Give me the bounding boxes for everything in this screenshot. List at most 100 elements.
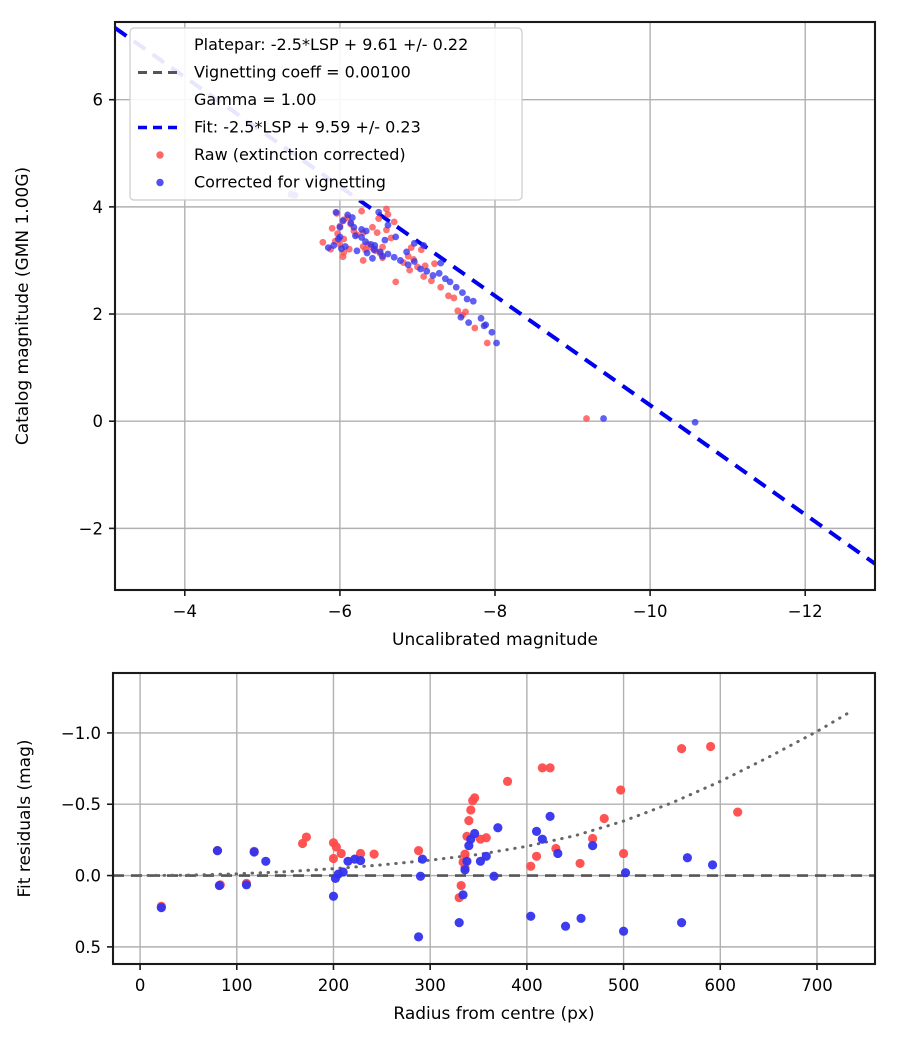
- data-point: [477, 314, 485, 322]
- data-point: [454, 307, 462, 315]
- legend-background: [129, 27, 523, 201]
- data-point: [328, 224, 336, 232]
- data-point: [301, 832, 312, 842]
- data-point: [463, 295, 471, 303]
- data-point: [396, 257, 404, 264]
- data-point: [707, 860, 718, 870]
- data-point: [339, 217, 347, 225]
- data-point: [431, 260, 438, 268]
- data-point: [429, 272, 437, 279]
- data-point: [526, 911, 536, 921]
- data-point: [339, 253, 347, 261]
- data-point: [390, 253, 398, 261]
- legend-entry[interactable]: Gamma = 1.00: [194, 90, 316, 109]
- data-point: [350, 223, 358, 231]
- y-axis-label: Catalog magnitude (GMN 1.00G): [13, 167, 33, 445]
- x-tick-label: 600: [705, 976, 737, 995]
- data-point: [457, 313, 465, 321]
- data-point: [531, 851, 542, 861]
- data-point: [576, 913, 586, 923]
- data-point: [319, 238, 327, 246]
- axes-frame: [111, 671, 877, 966]
- data-point: [454, 918, 464, 928]
- data-point: [384, 210, 392, 218]
- x-tick-label: 100: [221, 976, 253, 995]
- data-point: [384, 250, 392, 258]
- y-tick-label: −0.5: [61, 795, 101, 814]
- data-point: [332, 208, 340, 216]
- data-point: [502, 776, 513, 787]
- x-tick-label: 700: [801, 976, 833, 995]
- data-point: [493, 339, 500, 347]
- data-point: [362, 238, 369, 246]
- data-point: [470, 793, 480, 803]
- series-corrected: [156, 811, 718, 942]
- data-point: [460, 865, 470, 875]
- data-point: [370, 246, 378, 254]
- y-axis-label: Fit residuals (mag): [15, 740, 35, 898]
- data-point: [390, 218, 398, 226]
- legend-entry[interactable]: Platepar: -2.5*LSP + 9.61 +/- 0.22: [194, 35, 468, 54]
- data-point: [437, 283, 445, 291]
- data-point: [480, 322, 488, 330]
- data-point: [241, 880, 252, 890]
- x-tick-label: 400: [511, 976, 543, 995]
- panel-residuals-data: [113, 710, 875, 942]
- data-point: [428, 277, 435, 285]
- data-point: [553, 848, 563, 859]
- data-point: [691, 418, 699, 426]
- y-tick-label: 2: [93, 305, 104, 324]
- data-point: [459, 289, 466, 297]
- legend-entry[interactable]: Vignetting coeff = 0.00100: [138, 63, 411, 82]
- data-point: [462, 308, 469, 316]
- data-point: [369, 254, 376, 262]
- data-point: [531, 826, 542, 836]
- legend-entry-label: Gamma = 1.00: [194, 90, 316, 109]
- data-point: [460, 849, 470, 859]
- data-point: [369, 849, 379, 859]
- x-axis-label: Uncalibrated magnitude: [392, 630, 598, 650]
- legend-entry[interactable]: Corrected for vignetting: [156, 173, 386, 192]
- data-point: [526, 861, 536, 871]
- data-point: [156, 903, 166, 913]
- data-point: [353, 247, 361, 255]
- data-point: [406, 266, 414, 274]
- data-point: [328, 853, 339, 864]
- series-corrected: [287, 190, 699, 426]
- data-point: [330, 242, 338, 249]
- y-tick-label: 4: [93, 198, 104, 217]
- data-point: [446, 278, 454, 286]
- y-tick-label: 0: [93, 412, 104, 431]
- data-point: [676, 744, 687, 754]
- data-point: [212, 845, 223, 856]
- y-tick-label: −2: [79, 519, 103, 538]
- data-point: [359, 257, 367, 264]
- x-tick-label: −10: [633, 602, 668, 621]
- data-point: [384, 221, 392, 229]
- legend-entry[interactable]: Fit: -2.5*LSP + 9.59 +/- 0.23: [138, 118, 421, 137]
- data-point: [417, 265, 424, 273]
- data-point: [324, 244, 332, 251]
- x-tick-label: 0: [135, 976, 146, 995]
- data-point: [488, 328, 496, 336]
- data-point: [336, 223, 344, 231]
- data-point: [456, 880, 466, 891]
- data-point: [249, 847, 259, 857]
- data-point: [545, 763, 555, 773]
- y-tick-label: 6: [93, 91, 104, 110]
- data-point: [676, 918, 687, 928]
- data-point: [618, 848, 629, 859]
- data-point: [413, 845, 424, 856]
- data-point: [469, 297, 477, 305]
- data-point: [363, 249, 371, 257]
- legend-entry[interactable]: Raw (extinction corrected): [156, 145, 406, 164]
- x-tick-label: 300: [414, 976, 446, 995]
- data-point: [560, 921, 571, 931]
- x-tick-label: 200: [318, 976, 350, 995]
- data-point: [462, 856, 472, 866]
- data-point: [261, 856, 271, 866]
- x-tick-label: 500: [608, 976, 640, 995]
- data-point: [435, 269, 443, 277]
